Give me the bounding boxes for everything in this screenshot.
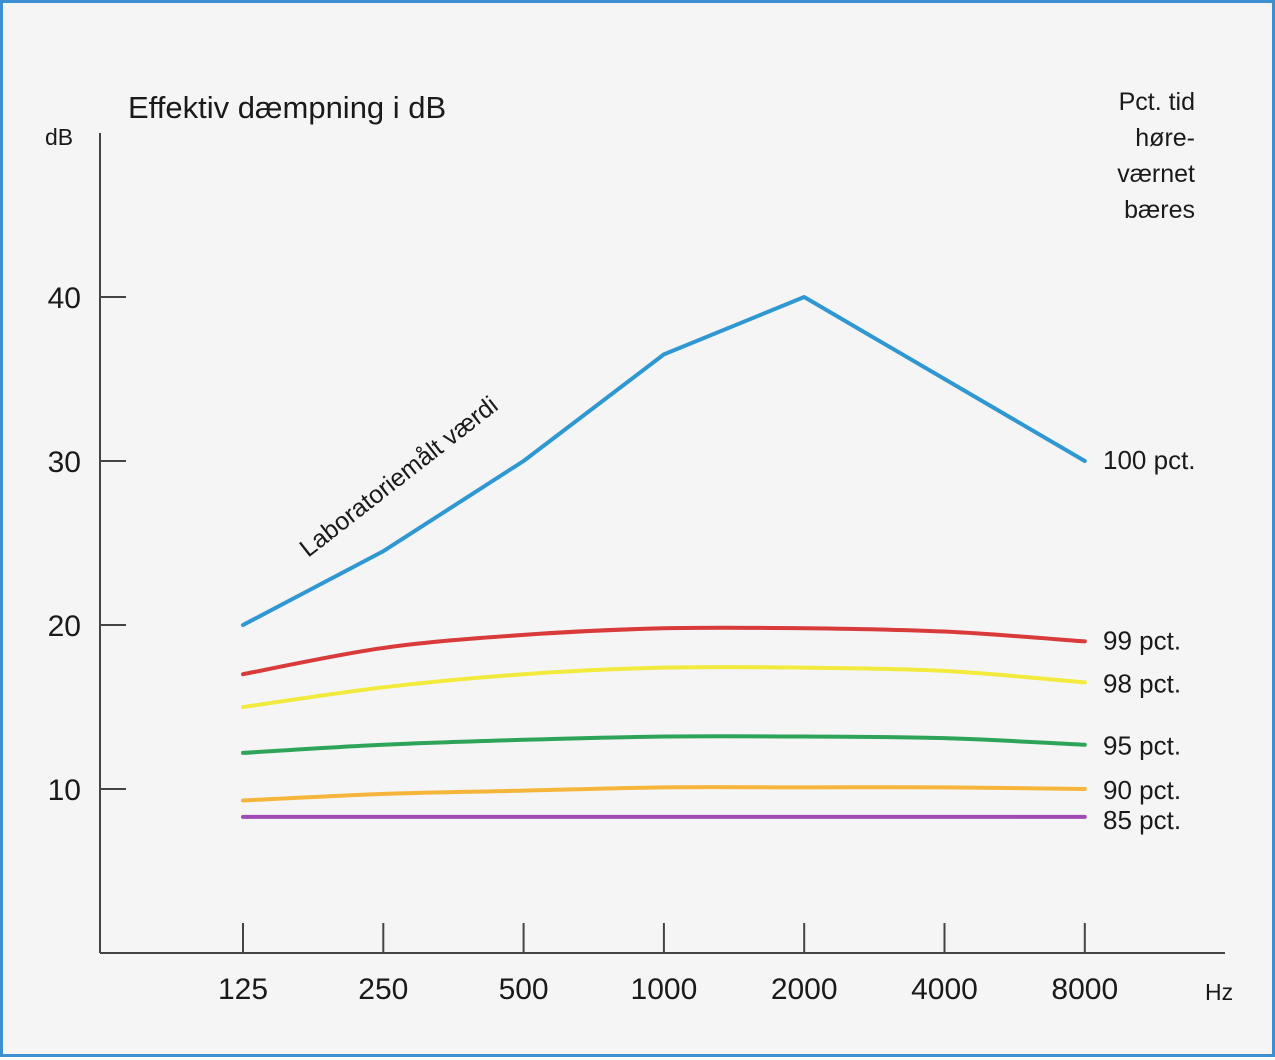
x-tick-label: 1000 [631, 973, 698, 1006]
x-tick-label: 500 [499, 973, 549, 1006]
y-tick-label: 10 [48, 774, 81, 807]
y-tick-label: 40 [48, 282, 81, 315]
series-line [241, 785, 1087, 803]
chart-title: Effektiv dæmpning i dB [128, 90, 446, 125]
series-label: 99 pct. [1103, 625, 1181, 655]
y-tick-label: 30 [48, 446, 81, 479]
series-label: 85 pct. [1103, 805, 1181, 835]
x-tick-label: 125 [218, 973, 268, 1006]
legend-heading-line: værnet [1117, 160, 1195, 188]
series-label: 98 pct. [1103, 668, 1181, 698]
legend-heading-line: Pct. tid [1119, 88, 1195, 116]
series-line [241, 734, 1087, 755]
legend-heading: Pct. tid høre- værnet bæres [1117, 88, 1195, 224]
series-line [241, 665, 1087, 709]
series-annotation: Laboratoriemålt værdi [294, 391, 503, 563]
x-tick-label: 2000 [771, 973, 838, 1006]
x-tick-label: 250 [358, 973, 408, 1006]
series-line [241, 625, 1087, 677]
series-label: 95 pct. [1103, 731, 1181, 761]
x-axis-label: Hz [1205, 979, 1233, 1005]
y-axis-label: dB [45, 124, 73, 150]
series-line [241, 295, 1087, 627]
series-label: 90 pct. [1103, 775, 1181, 805]
legend-heading-line: bæres [1124, 196, 1195, 224]
legend-heading-line: høre- [1135, 124, 1195, 152]
series-label: 100 pct. [1103, 445, 1196, 475]
attenuation-chart: Effektiv dæmpning i dB dB Hz Pct. tid hø… [45, 88, 1233, 1006]
x-tick-label: 4000 [911, 973, 978, 1006]
x-tick-label: 8000 [1051, 973, 1118, 1006]
y-tick-label: 20 [48, 610, 81, 643]
